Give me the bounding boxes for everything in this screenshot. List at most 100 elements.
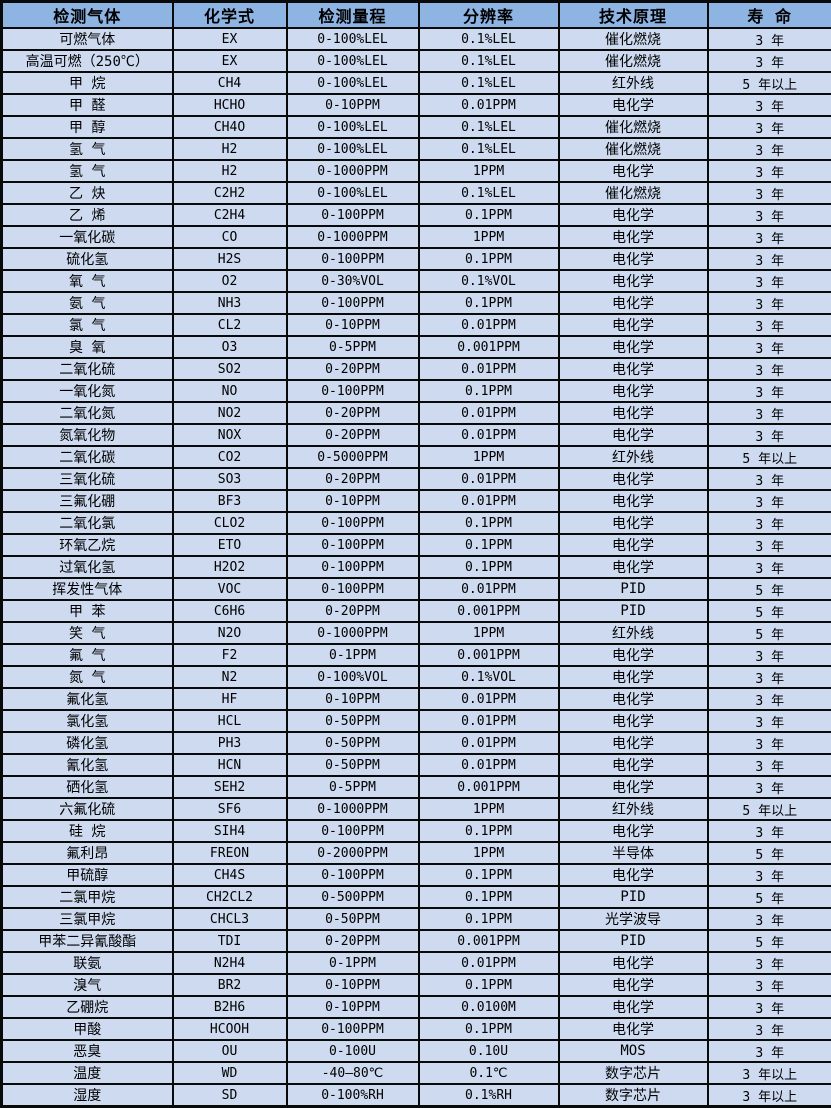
cell-resolution: 0.1PPM [419, 864, 559, 886]
cell-lifespan: 5 年 [708, 886, 831, 908]
cell-chemical-formula: O2 [173, 270, 287, 292]
cell-resolution: 0.001PPM [419, 776, 559, 798]
cell-chemical-formula: HF [173, 688, 287, 710]
cell-lifespan: 3 年 [708, 248, 831, 270]
cell-resolution: 0.1PPM [419, 204, 559, 226]
cell-gas-name: 笑 气 [2, 622, 173, 644]
cell-detection-range: 0-100PPM [287, 248, 419, 270]
cell-lifespan: 3 年 [708, 182, 831, 204]
cell-detection-range: 0-100%LEL [287, 28, 419, 50]
cell-chemical-formula: H2 [173, 160, 287, 182]
cell-chemical-formula: ETO [173, 534, 287, 556]
cell-chemical-formula: EX [173, 28, 287, 50]
cell-lifespan: 3 年 [708, 490, 831, 512]
cell-gas-name: 氟利昂 [2, 842, 173, 864]
cell-resolution: 0.001PPM [419, 930, 559, 952]
cell-gas-name: 过氧化氢 [2, 556, 173, 578]
cell-resolution: 0.1PPM [419, 974, 559, 996]
cell-technology-principle: 数字芯片 [559, 1084, 708, 1107]
cell-gas-name: 环氧乙烷 [2, 534, 173, 556]
cell-gas-name: 乙 炔 [2, 182, 173, 204]
cell-resolution: 0.1%LEL [419, 116, 559, 138]
cell-gas-name: 三氟化硼 [2, 490, 173, 512]
cell-technology-principle: 催化燃烧 [559, 138, 708, 160]
cell-technology-principle: 电化学 [559, 996, 708, 1018]
cell-resolution: 0.01PPM [419, 424, 559, 446]
cell-chemical-formula: CO [173, 226, 287, 248]
cell-detection-range: 0-50PPM [287, 732, 419, 754]
cell-chemical-formula: SO2 [173, 358, 287, 380]
cell-resolution: 0.01PPM [419, 578, 559, 600]
cell-chemical-formula: NO [173, 380, 287, 402]
cell-lifespan: 3 年 [708, 468, 831, 490]
cell-lifespan: 5 年 [708, 842, 831, 864]
cell-chemical-formula: OU [173, 1040, 287, 1062]
cell-lifespan: 5 年 [708, 930, 831, 952]
cell-technology-principle: 电化学 [559, 710, 708, 732]
cell-chemical-formula: HCN [173, 754, 287, 776]
cell-gas-name: 一氧化碳 [2, 226, 173, 248]
cell-resolution: 0.01PPM [419, 358, 559, 380]
cell-gas-name: 乙硼烷 [2, 996, 173, 1018]
cell-lifespan: 5 年以上 [708, 798, 831, 820]
cell-technology-principle: 电化学 [559, 644, 708, 666]
cell-chemical-formula: TDI [173, 930, 287, 952]
cell-chemical-formula: SEH2 [173, 776, 287, 798]
cell-lifespan: 3 年 [708, 160, 831, 182]
cell-resolution: 0.1PPM [419, 534, 559, 556]
cell-resolution: 0.1PPM [419, 556, 559, 578]
cell-technology-principle: 电化学 [559, 688, 708, 710]
cell-detection-range: 0-100%LEL [287, 72, 419, 94]
cell-detection-range: 0-30%VOL [287, 270, 419, 292]
cell-detection-range: 0-50PPM [287, 710, 419, 732]
cell-detection-range: 0-100PPM [287, 1018, 419, 1040]
cell-technology-principle: 电化学 [559, 754, 708, 776]
cell-chemical-formula: FREON [173, 842, 287, 864]
cell-gas-name: 温度 [2, 1062, 173, 1084]
column-header-chemical-formula: 化学式 [173, 2, 287, 29]
cell-resolution: 0.0100M [419, 996, 559, 1018]
cell-gas-name: 可燃气体 [2, 28, 173, 50]
cell-gas-name: 臭 氧 [2, 336, 173, 358]
cell-resolution: 0.1PPM [419, 908, 559, 930]
cell-resolution: 0.1%LEL [419, 28, 559, 50]
cell-gas-name: 氮 气 [2, 666, 173, 688]
cell-resolution: 0.1PPM [419, 820, 559, 842]
cell-technology-principle: 电化学 [559, 160, 708, 182]
cell-resolution: 0.1PPM [419, 886, 559, 908]
cell-resolution: 0.01PPM [419, 94, 559, 116]
cell-technology-principle: 电化学 [559, 226, 708, 248]
cell-lifespan: 3 年 [708, 358, 831, 380]
cell-lifespan: 3 年 [708, 1018, 831, 1040]
cell-gas-name: 甲 苯 [2, 600, 173, 622]
cell-chemical-formula: NOX [173, 424, 287, 446]
cell-technology-principle: PID [559, 600, 708, 622]
cell-lifespan: 3 年 [708, 732, 831, 754]
cell-resolution: 0.01PPM [419, 402, 559, 424]
cell-technology-principle: 红外线 [559, 798, 708, 820]
cell-gas-name: 氮氧化物 [2, 424, 173, 446]
cell-detection-range: 0-10PPM [287, 974, 419, 996]
cell-chemical-formula: N2O [173, 622, 287, 644]
table-header: 检测气体化学式检测量程分辨率技术原理寿 命 [2, 2, 831, 29]
cell-detection-range: 0-100PPM [287, 556, 419, 578]
cell-resolution: 0.1%VOL [419, 270, 559, 292]
